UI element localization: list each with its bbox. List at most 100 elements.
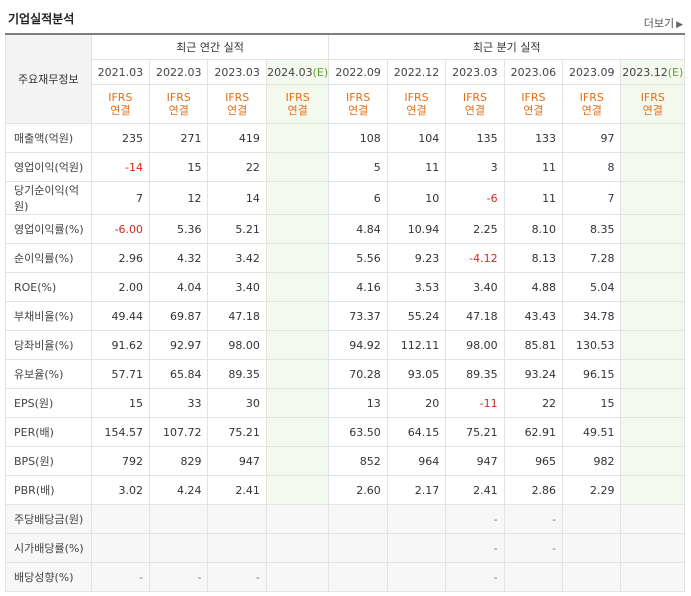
row-label: 부채비율(%) [5, 301, 92, 331]
value-cell: - [149, 562, 209, 592]
value-cell: 130.53 [562, 330, 622, 360]
value-cell: 3 [445, 152, 505, 182]
value-cell [328, 533, 388, 563]
value-cell: 2.41 [445, 475, 505, 505]
value-cell: 11 [386, 152, 447, 182]
value-cell: 982 [562, 446, 622, 476]
estimate-tag: (E) [667, 65, 684, 79]
value-cell: 8 [562, 152, 622, 182]
value-cell: - [445, 562, 505, 592]
value-cell: 15 [149, 152, 209, 182]
table-row: 시가배당률(%) - - [5, 533, 685, 563]
accounting-row: IFRS 연결 IFRS 연결 IFRS 연결 IFRS 연결 IFRS 연결 IFRS 연결 IFRS… [6, 84, 685, 124]
value-cell: 2.60 [328, 475, 388, 505]
accounting-basis: IFRS 연결 [328, 84, 388, 124]
estimate-tag: (E) [312, 65, 329, 79]
value-cell: 14 [207, 181, 267, 215]
value-cell: 8.10 [503, 214, 564, 244]
value-cell: 97 [562, 123, 622, 153]
row-label: ROE(%) [5, 272, 92, 302]
value-cell: 3.40 [445, 272, 505, 302]
value-cell [265, 417, 330, 447]
table-row: 유보율(%) 57.71 65.84 89.35 70.28 93.05 89.35 93.2… [5, 359, 685, 389]
value-cell: 135 [445, 123, 505, 153]
value-cell: 89.35 [207, 359, 267, 389]
value-cell: 133 [503, 123, 564, 153]
value-cell: 6 [328, 181, 388, 215]
table-row: 영업이익률(%) -6.00 5.36 5.21 4.84 10.94 2.25 8.10 8.… [5, 214, 685, 244]
accounting-basis: IFRS 연결 [265, 84, 330, 124]
value-cell [265, 330, 330, 360]
value-cell: 5.04 [562, 272, 622, 302]
period-header: 2024.03(E) [265, 59, 330, 85]
value-cell: 271 [149, 123, 209, 153]
value-cell: 47.18 [445, 301, 505, 331]
value-cell: 10.94 [386, 214, 447, 244]
value-cell: 47.18 [207, 301, 267, 331]
value-cell: 235 [90, 123, 151, 153]
table-row: ROE(%) 2.00 4.04 3.40 4.16 3.53 3.40 4.88 5.04 [5, 272, 685, 302]
value-cell: 4.24 [149, 475, 209, 505]
value-cell [265, 214, 330, 244]
accounting-basis: IFRS 연결 [562, 84, 622, 124]
accounting-scope: 연결 [168, 104, 189, 117]
accounting-basis: IFRS 연결 [386, 84, 447, 124]
value-cell: 55.24 [386, 301, 447, 331]
more-link[interactable]: 더보기 ▶ [644, 15, 683, 31]
value-cell [265, 446, 330, 476]
accounting-standard: IFRS [404, 91, 429, 104]
value-cell: 65.84 [149, 359, 209, 389]
value-cell: 965 [503, 446, 564, 476]
value-cell: 73.37 [328, 301, 388, 331]
quarter-group-title: 최근 분기 실적 [328, 33, 685, 60]
value-cell: 96.15 [562, 359, 622, 389]
value-cell [620, 475, 685, 505]
accounting-basis: IFRS 연결 [149, 84, 209, 124]
row-label: 주당배당금(원) [5, 504, 92, 534]
value-cell [149, 533, 209, 563]
value-cell: 94.92 [328, 330, 388, 360]
value-cell: 4.32 [149, 243, 209, 273]
table-row: 주당배당금(원) - - [5, 504, 685, 534]
accounting-standard: IFRS [225, 91, 250, 104]
accounting-basis: IFRS 연결 [207, 84, 267, 124]
section-title: 기업실적분석 [8, 12, 75, 26]
period-label: 2024.03 [267, 65, 313, 79]
period-header: 2022.03 [149, 59, 209, 85]
period-label: 2023.12 [622, 65, 668, 79]
accounting-standard: IFRS [579, 91, 604, 104]
value-cell [265, 475, 330, 505]
value-cell: 57.71 [90, 359, 151, 389]
value-cell [328, 504, 388, 534]
accounting-basis: IFRS 연결 [620, 84, 685, 124]
value-cell [265, 562, 330, 592]
value-cell [562, 504, 622, 534]
table-row: EPS(원) 15 33 30 13 20 -11 22 15 [5, 388, 685, 418]
value-cell [620, 562, 685, 592]
value-cell: 9.23 [386, 243, 447, 273]
value-cell: 30 [207, 388, 267, 418]
value-cell [90, 504, 151, 534]
value-cell: 22 [503, 388, 564, 418]
value-cell: 7 [562, 181, 622, 215]
period-header: 2023.06 [503, 59, 564, 85]
accounting-standard: IFRS [345, 91, 371, 104]
value-cell [620, 243, 685, 273]
value-cell [620, 181, 685, 215]
value-cell: 93.05 [386, 359, 447, 389]
value-cell: 15 [562, 388, 622, 418]
value-cell: 11 [503, 152, 564, 182]
period-header: 2023.12(E) [620, 59, 685, 85]
value-cell: 4.88 [503, 272, 564, 302]
accounting-basis: IFRS 연결 [445, 84, 505, 124]
table-row: 당기순이익(억원) 7 12 14 6 10 -6 11 7 [5, 181, 685, 215]
value-cell: 4.84 [328, 214, 388, 244]
value-cell: 154.57 [90, 417, 151, 447]
value-cell: - [503, 504, 564, 534]
period-header: 2021.03 [90, 59, 151, 85]
value-cell [620, 359, 685, 389]
value-cell [149, 504, 209, 534]
value-cell: 5.36 [149, 214, 209, 244]
value-cell: 947 [207, 446, 267, 476]
